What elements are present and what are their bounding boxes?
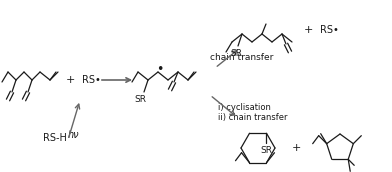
Text: SR: SR [134,95,146,105]
Text: +: + [291,143,301,153]
Text: RS•: RS• [82,75,101,85]
Text: +: + [303,25,313,35]
Text: +: + [65,75,75,85]
Text: hν: hν [68,130,80,140]
Text: i) cyclisation
ii) chain transfer: i) cyclisation ii) chain transfer [218,103,287,122]
Text: SR: SR [261,146,272,155]
Text: chain transfer: chain transfer [210,53,273,62]
Text: RS-H: RS-H [43,133,67,143]
Text: •: • [156,63,164,77]
Text: RS•: RS• [320,25,339,35]
Text: SR: SR [230,50,242,58]
